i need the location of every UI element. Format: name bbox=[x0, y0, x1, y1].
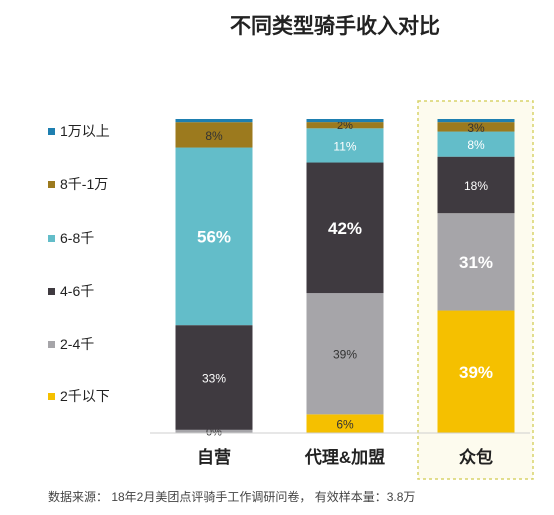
data-label: 31% bbox=[459, 253, 493, 272]
bar-segment bbox=[306, 122, 384, 129]
bar-segment bbox=[306, 414, 384, 433]
bar-segment bbox=[437, 119, 515, 123]
legend-label: 6-8千 bbox=[60, 230, 94, 246]
data-label: 2% bbox=[337, 120, 353, 132]
data-label: 42% bbox=[328, 219, 362, 238]
bar-segment bbox=[437, 213, 515, 311]
category-label: 自营 bbox=[197, 447, 231, 467]
bar-segment bbox=[437, 122, 515, 132]
bar-segment bbox=[306, 293, 384, 415]
data-label: 56% bbox=[197, 227, 231, 246]
legend-label: 1万以上 bbox=[60, 123, 110, 139]
bar-segment bbox=[175, 147, 253, 326]
bar-segment bbox=[306, 119, 384, 123]
bar-segment bbox=[306, 162, 384, 294]
bar-segment bbox=[175, 429, 253, 433]
legend-label: 8千-1万 bbox=[60, 176, 108, 192]
bar-segment bbox=[306, 128, 384, 163]
data-label: 3% bbox=[467, 121, 485, 135]
data-label: 39% bbox=[459, 363, 493, 382]
data-label: 8% bbox=[467, 138, 485, 152]
bar-segment bbox=[437, 131, 515, 157]
legend-label: 4-6千 bbox=[60, 283, 94, 299]
bar-segment bbox=[175, 325, 253, 430]
data-label: 18% bbox=[464, 179, 488, 193]
legend-swatch bbox=[48, 341, 55, 348]
bars: 0%33%56%8%6%39%42%11%2%39%31%18%8%3% bbox=[175, 119, 515, 438]
data-label: 33% bbox=[202, 371, 226, 385]
legend-label: 2-4千 bbox=[60, 336, 94, 352]
bar-segment bbox=[175, 119, 253, 123]
chart-title: 不同类型骑手收入对比 bbox=[230, 14, 440, 38]
footnote: 数据来源： 18年2月美团点评骑手工作调研问卷， 有效样本量：3.8万 bbox=[48, 489, 415, 504]
legend-swatch bbox=[48, 235, 55, 242]
data-label: 11% bbox=[333, 139, 356, 153]
data-label: 8% bbox=[205, 129, 223, 143]
data-label: 39% bbox=[333, 348, 357, 362]
legend-swatch bbox=[48, 181, 55, 188]
legend-swatch bbox=[48, 393, 55, 400]
bar-segment bbox=[437, 310, 515, 433]
category-label: 代理&加盟 bbox=[304, 447, 385, 467]
bar-segment bbox=[175, 122, 253, 148]
legend-swatch bbox=[48, 288, 55, 295]
bar-segment bbox=[437, 156, 515, 214]
legend-label: 2千以下 bbox=[60, 388, 110, 404]
legend-swatch bbox=[48, 128, 55, 135]
x-axis-labels: 自营 代理&加盟 众包 bbox=[197, 447, 493, 467]
data-label: 6% bbox=[336, 418, 354, 432]
category-label: 众包 bbox=[459, 447, 493, 467]
legend: 1万以上 8千-1万 6-8千 4-6千 2-4千 2千以下 bbox=[48, 123, 110, 404]
